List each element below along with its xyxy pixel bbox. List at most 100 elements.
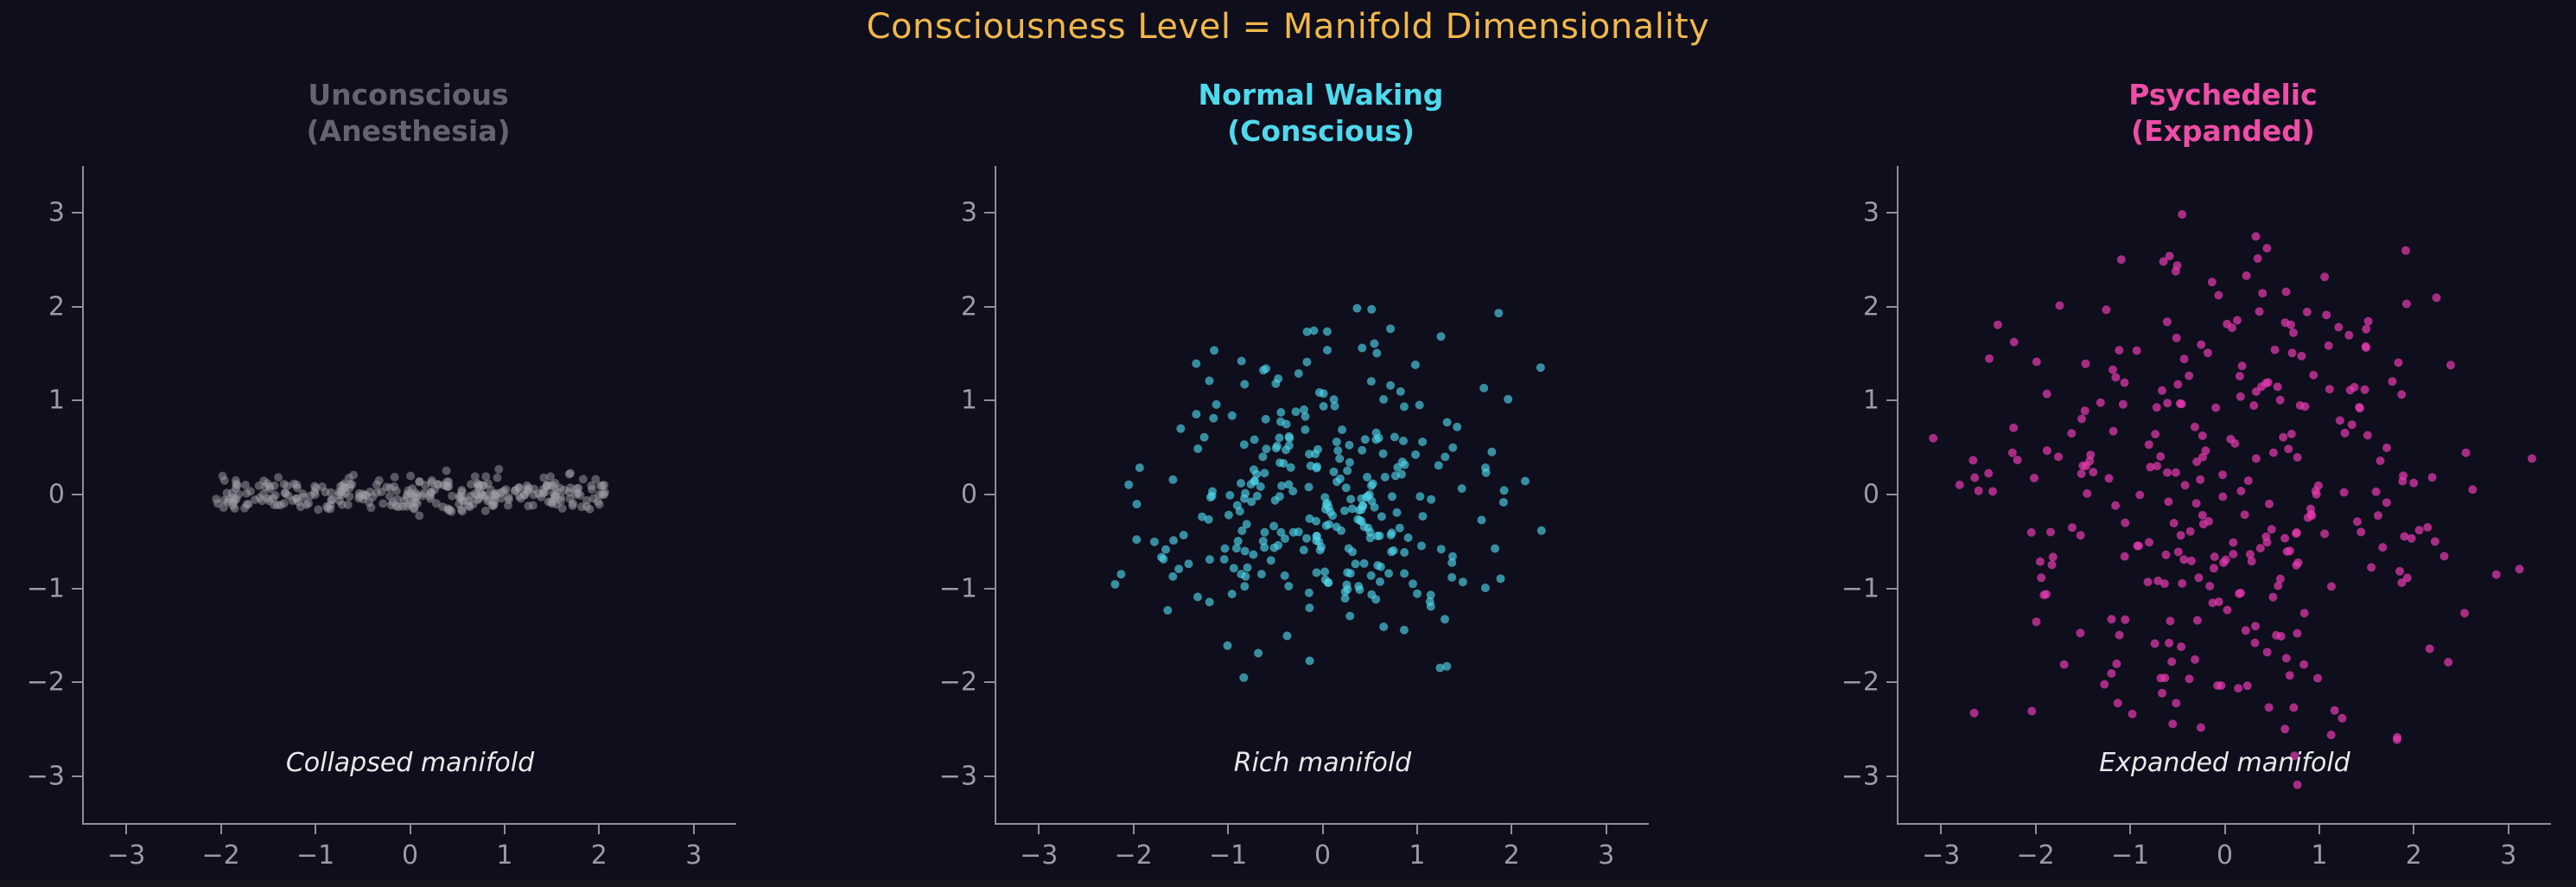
- scatter-point: [2192, 457, 2202, 467]
- x-tick-mark: [1605, 823, 1607, 834]
- scatter-point: [2229, 550, 2238, 558]
- scatter-point: [1340, 506, 1349, 515]
- scatter-point: [457, 507, 467, 516]
- scatter-point: [2115, 346, 2124, 355]
- scatter-point: [1258, 536, 1268, 546]
- y-tick-mark: [72, 494, 83, 495]
- scatter-point: [1240, 546, 1250, 556]
- scatter-point: [1193, 592, 1202, 602]
- scatter-point: [1233, 536, 1243, 546]
- scatter-point: [2156, 673, 2166, 683]
- subplot-title-line2: (Expanded): [2130, 114, 2315, 148]
- scatter-point: [1280, 571, 1289, 580]
- plot-area-psychedelic: Expanded manifold −3 −2 −1 0 1 2 3 −3 −2 −1 0 1 2 3: [1841, 166, 2551, 871]
- scatter-point: [1294, 527, 1303, 537]
- scatter-point: [244, 500, 253, 509]
- scatter-point: [1415, 400, 1424, 410]
- scatter-point: [1231, 544, 1241, 553]
- scatter-point: [2104, 474, 2114, 483]
- scatter-point: [403, 489, 412, 499]
- scatter-point: [1260, 527, 1269, 537]
- scatter-point: [2176, 531, 2185, 540]
- scatter-point: [2242, 681, 2252, 691]
- scatter-point: [1929, 433, 1938, 443]
- scatter-point: [2312, 489, 2321, 499]
- scatter-point: [1335, 454, 1345, 463]
- scatter-point: [2334, 322, 2344, 332]
- scatter-point: [1301, 425, 1310, 434]
- scatter-point: [2255, 307, 2264, 316]
- scatter-point: [1312, 568, 1321, 578]
- scatter-point: [2208, 598, 2217, 608]
- scatter-point: [1397, 457, 1407, 467]
- scatter-point: [1480, 584, 1490, 592]
- scatter-point: [2300, 402, 2310, 412]
- scatter-point: [2247, 557, 2256, 566]
- scatter-point: [494, 464, 504, 474]
- scatter-point: [1396, 386, 1405, 396]
- scatter-point: [2272, 630, 2281, 640]
- scatter-point: [1301, 412, 1310, 421]
- scatter-point: [1338, 425, 1347, 435]
- y-tick-label: −1: [938, 573, 977, 604]
- scatter-point: [2388, 377, 2397, 386]
- scatter-point: [2083, 488, 2092, 498]
- scatter-point: [2230, 439, 2240, 448]
- scatter-point: [2185, 526, 2195, 536]
- scatter-point: [1333, 446, 1343, 456]
- scatter-point: [219, 475, 229, 485]
- scatter-point: [1427, 495, 1436, 504]
- scatter-point: [2171, 266, 2180, 276]
- scatter-point: [2164, 497, 2173, 507]
- scatter-point: [1319, 389, 1328, 399]
- y-tick-label: 2: [48, 291, 65, 322]
- scatter-point: [2196, 475, 2205, 484]
- scatter-point: [385, 492, 394, 501]
- scatter-point: [1345, 611, 1355, 621]
- scatter-point: [2205, 582, 2215, 590]
- scatter-point: [2446, 361, 2455, 370]
- scatter-point: [1993, 320, 2002, 329]
- scatter-point: [372, 488, 382, 497]
- x-tick-label: 3: [2500, 840, 2517, 871]
- scatter-point: [1371, 595, 1381, 604]
- scatter-point: [2293, 780, 2302, 789]
- scatter-point: [1258, 452, 1268, 462]
- scatter-point: [483, 496, 493, 506]
- scatter-point: [2409, 478, 2419, 488]
- scatter-point: [1442, 661, 1452, 671]
- y-tick-label: 0: [960, 479, 977, 510]
- x-tick-label: 2: [2405, 840, 2422, 871]
- scatter-point: [2245, 550, 2255, 559]
- scatter-point: [546, 472, 555, 482]
- scatter-point: [1367, 304, 1377, 314]
- scatter-point: [2086, 450, 2096, 460]
- scatter-point: [1232, 501, 1242, 510]
- scatter-point: [1319, 402, 1328, 411]
- scatter-point: [1434, 461, 1443, 470]
- scatter-point: [1209, 413, 1218, 423]
- scatter-point: [2376, 456, 2385, 465]
- scatter-point: [345, 492, 354, 501]
- scatter-point: [2077, 469, 2086, 478]
- scatter-point: [372, 480, 381, 489]
- scatter-point: [1304, 588, 1313, 597]
- scatter-point: [1291, 407, 1301, 417]
- scatter-point: [2132, 346, 2141, 355]
- scatter-point: [1344, 544, 1353, 553]
- x-tick-mark: [219, 823, 222, 834]
- scatter-point: [492, 488, 501, 498]
- scatter-point: [2229, 538, 2238, 547]
- scatter-point: [2357, 527, 2366, 537]
- scatter-point: [2280, 533, 2290, 543]
- y-tick-label: 0: [1862, 479, 1880, 510]
- x-tick-label: 3: [1598, 840, 1615, 871]
- y-tick-mark: [984, 305, 995, 308]
- x-tick-label: 1: [496, 840, 513, 871]
- scatter-point: [1260, 469, 1269, 478]
- scatter-point: [1360, 435, 1370, 444]
- scatter-point: [427, 475, 436, 485]
- scatter-point: [2210, 552, 2219, 561]
- scatter-point: [2281, 287, 2291, 297]
- scatter-point: [1239, 673, 1249, 682]
